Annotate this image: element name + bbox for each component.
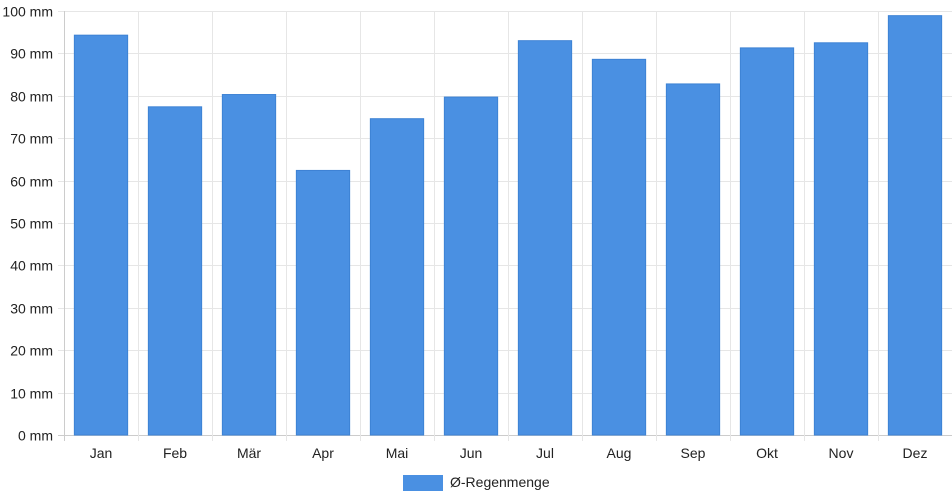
x-tick-label: Mai <box>386 445 409 461</box>
bar-mai[interactable] <box>369 118 425 436</box>
legend-swatch <box>403 475 443 491</box>
x-tick-label: Apr <box>312 445 334 461</box>
x-tick-label: Aug <box>607 445 632 461</box>
bar-dez[interactable] <box>887 15 943 436</box>
y-tick-label: 20 mm <box>10 343 53 359</box>
bars <box>73 15 943 436</box>
grid-lines <box>58 11 952 441</box>
legend-label: Ø-Regenmenge <box>450 474 550 490</box>
y-tick-label: 80 mm <box>10 89 53 105</box>
y-tick-label: 40 mm <box>10 258 53 274</box>
x-tick-label: Jun <box>460 445 483 461</box>
x-tick-label: Nov <box>829 445 854 461</box>
bar-sep[interactable] <box>665 83 721 436</box>
y-tick-label: 100 mm <box>2 4 53 20</box>
y-tick-label: 90 mm <box>10 46 53 62</box>
bar-jan[interactable] <box>73 34 129 436</box>
x-tick-label: Okt <box>756 445 778 461</box>
legend[interactable]: Ø-Regenmenge <box>403 474 550 491</box>
y-tick-label: 70 mm <box>10 131 53 147</box>
bar-mär[interactable] <box>221 94 277 436</box>
y-tick-label: 10 mm <box>10 386 53 402</box>
bar-feb[interactable] <box>147 106 203 436</box>
x-tick-label: Jan <box>90 445 113 461</box>
bar-jul[interactable] <box>517 40 573 436</box>
x-axis-ticks: Jan Feb Mär Apr Mai Jun Jul Aug Sep Okt Nov Dez <box>90 445 928 461</box>
bar-apr[interactable] <box>295 169 351 436</box>
x-tick-label: Feb <box>163 445 187 461</box>
y-axis-ticks: 0 mm 10 mm 20 mm 30 mm 40 mm 50 mm 60 mm 70 mm 8… <box>2 4 53 444</box>
bar-jun[interactable] <box>443 96 499 436</box>
y-tick-label: 60 mm <box>10 174 53 190</box>
bar-okt[interactable] <box>739 47 795 436</box>
bar-nov[interactable] <box>813 42 869 436</box>
x-tick-label: Sep <box>681 445 706 461</box>
y-tick-label: 0 mm <box>18 428 53 444</box>
x-tick-label: Mär <box>237 445 261 461</box>
y-tick-label: 50 mm <box>10 216 53 232</box>
x-tick-label: Jul <box>536 445 554 461</box>
bar-aug[interactable] <box>591 58 647 436</box>
y-tick-label: 30 mm <box>10 301 53 317</box>
x-tick-label: Dez <box>903 445 928 461</box>
